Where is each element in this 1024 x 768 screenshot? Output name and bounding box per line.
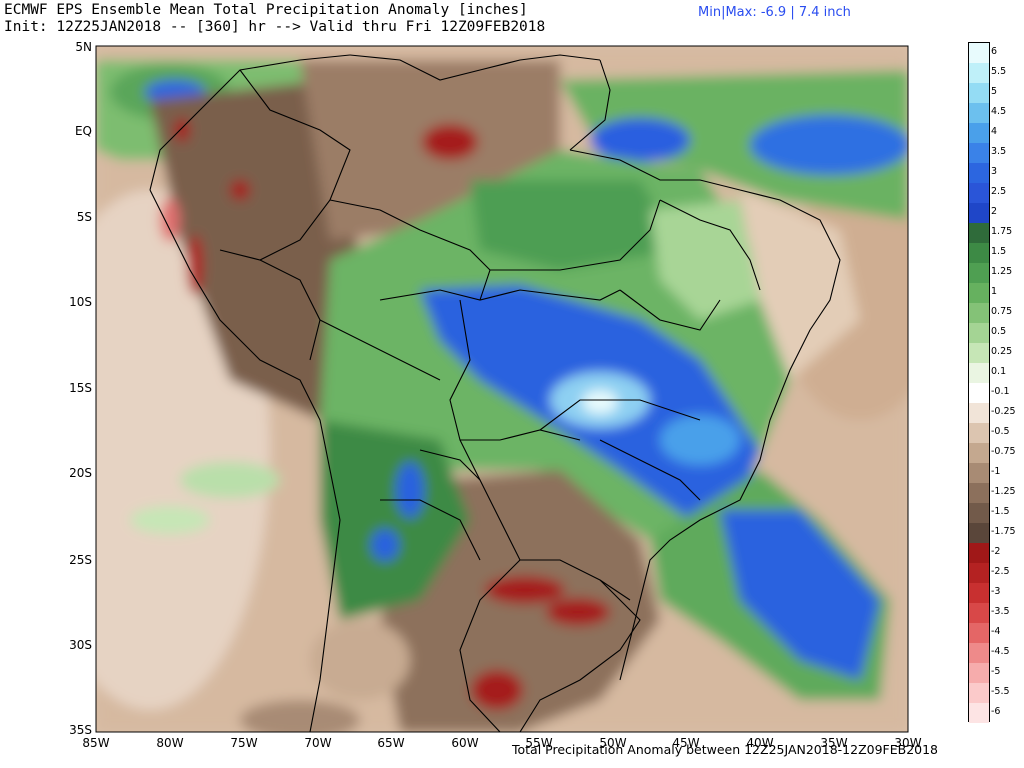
legend-swatch	[969, 443, 989, 463]
legend-tick-label: -1.25	[991, 486, 1016, 497]
lat-label-15s: 15S	[69, 381, 92, 395]
legend-swatch	[969, 363, 989, 383]
lon-label-60w: 60W	[451, 736, 479, 750]
legend-swatch	[969, 563, 989, 583]
legend-tick-label: 2	[991, 206, 998, 217]
legend-swatch	[969, 623, 989, 643]
color-legend	[968, 42, 990, 723]
legend-tick-label: -2.5	[991, 566, 1010, 577]
legend-tick-label: -4	[991, 626, 1001, 637]
legend-tick-label: 2.5	[991, 186, 1007, 197]
legend-swatch	[969, 183, 989, 203]
legend-swatch	[969, 463, 989, 483]
map-frame	[95, 45, 909, 733]
legend-tick-label: 0.5	[991, 326, 1007, 337]
legend-tick-label: -2	[991, 546, 1001, 557]
legend-tick-label: 5.5	[991, 66, 1007, 77]
legend-tick-label: 4.5	[991, 106, 1007, 117]
legend-tick-label: -5	[991, 666, 1001, 677]
legend-tick-label: 3.5	[991, 146, 1007, 157]
legend-swatch	[969, 63, 989, 83]
lon-label-75w: 75W	[230, 736, 258, 750]
legend-tick-label: 1	[991, 286, 998, 297]
lat-label-30s: 30S	[69, 638, 92, 652]
lon-label-40w: 40W	[746, 736, 774, 750]
legend-tick-label: 6	[991, 46, 998, 57]
lat-label-10s: 10S	[69, 295, 92, 309]
lon-label-50w: 50W	[599, 736, 627, 750]
lon-label-80w: 80W	[156, 736, 184, 750]
legend-tick-label: -1.5	[991, 506, 1010, 517]
legend-swatch	[969, 243, 989, 263]
lon-label-35w: 35W	[820, 736, 848, 750]
legend-swatch	[969, 123, 989, 143]
legend-swatch	[969, 223, 989, 243]
legend-swatch	[969, 583, 989, 603]
lon-label-70w: 70W	[304, 736, 332, 750]
legend-tick-label: -0.5	[991, 426, 1010, 437]
legend-tick-label: -0.75	[991, 446, 1016, 457]
legend-swatch	[969, 103, 989, 123]
lat-label-eq: EQ	[74, 124, 92, 138]
legend-swatch	[969, 423, 989, 443]
lat-label-35s: 35S	[69, 723, 92, 737]
anomaly-field	[96, 46, 908, 732]
lon-label-55w: 55W	[525, 736, 553, 750]
legend-swatch	[969, 703, 989, 723]
legend-swatch	[969, 83, 989, 103]
legend-tick-label: -3	[991, 586, 1001, 597]
legend-tick-label: 0.1	[991, 366, 1007, 377]
title-line-2: Init: 12Z25JAN2018 -- [360] hr --> Valid…	[4, 19, 546, 35]
footer-caption: Total Precipitation Anomaly between 12Z2…	[512, 742, 939, 757]
legend-swatch	[969, 343, 989, 363]
legend-tick-label: -1.75	[991, 526, 1016, 537]
legend-swatch	[969, 643, 989, 663]
title-line-1: ECMWF EPS Ensemble Mean Total Precipitat…	[4, 2, 528, 18]
lon-label-85w: 85W	[82, 736, 110, 750]
legend-swatch	[969, 403, 989, 423]
minmax-readout: Min|Max: -6.9 | 7.4 inch	[698, 5, 851, 20]
legend-swatch	[969, 283, 989, 303]
legend-swatch	[969, 383, 989, 403]
legend-tick-label: 3	[991, 166, 998, 177]
legend-swatch	[969, 43, 989, 63]
legend-swatch	[969, 523, 989, 543]
legend-tick-label: 0.25	[991, 346, 1013, 357]
legend-swatch	[969, 483, 989, 503]
country-borders	[149, 54, 841, 732]
legend-swatch	[969, 323, 989, 343]
lon-label-45w: 45W	[672, 736, 700, 750]
legend-swatch	[969, 203, 989, 223]
legend-swatch	[969, 303, 989, 323]
legend-swatch	[969, 143, 989, 163]
legend-tick-label: 4	[991, 126, 998, 137]
legend-tick-label: 1.25	[991, 266, 1013, 277]
legend-swatch	[969, 663, 989, 683]
legend-tick-label: -0.25	[991, 406, 1016, 417]
lon-label-65w: 65W	[377, 736, 405, 750]
legend-swatch	[969, 163, 989, 183]
legend-tick-label: -6	[991, 706, 1001, 717]
legend-tick-label: 5	[991, 86, 998, 97]
lon-label-30w: 30W	[894, 736, 922, 750]
legend-tick-label: 1.75	[991, 226, 1013, 237]
legend-swatch	[969, 603, 989, 623]
lat-label-5n: 5N	[75, 40, 92, 54]
lat-label-25s: 25S	[69, 553, 92, 567]
lat-label-5s: 5S	[76, 210, 92, 224]
legend-tick-label: -4.5	[991, 646, 1010, 657]
legend-tick-label: -1	[991, 466, 1001, 477]
legend-tick-label: 1.5	[991, 246, 1007, 257]
lat-label-20s: 20S	[69, 466, 92, 480]
legend-swatch	[969, 683, 989, 703]
legend-swatch	[969, 263, 989, 283]
legend-tick-label: -0.1	[991, 386, 1010, 397]
legend-tick-label: 0.75	[991, 306, 1013, 317]
legend-tick-label: -3.5	[991, 606, 1010, 617]
legend-swatch	[969, 503, 989, 523]
legend-tick-label: -5.5	[991, 686, 1010, 697]
legend-swatch	[969, 543, 989, 563]
